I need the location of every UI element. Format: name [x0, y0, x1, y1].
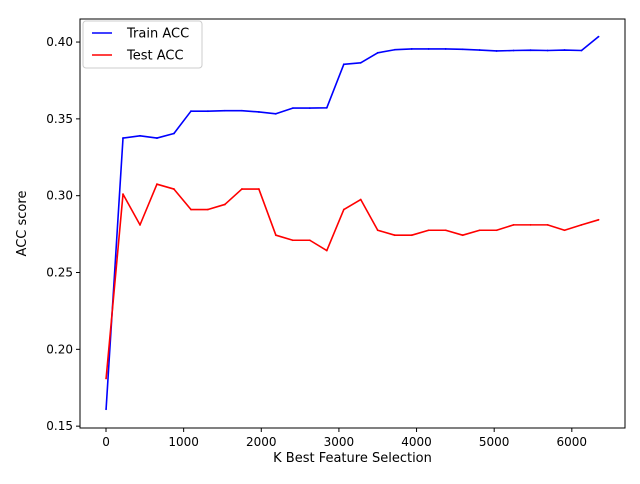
data-point-test-acc	[563, 229, 566, 232]
legend: Train ACC Test ACC	[82, 20, 203, 69]
data-point-train-acc	[461, 48, 464, 51]
x-tick-label: 4000	[401, 435, 432, 449]
data-point-test-acc	[156, 183, 158, 186]
data-point-test-acc	[546, 223, 549, 226]
x-axis-label: K Best Feature Selection	[273, 451, 432, 466]
data-point-test-acc	[240, 188, 243, 190]
x-tick-label: 5000	[479, 435, 510, 449]
data-point-train-acc	[240, 109, 243, 112]
data-point-test-acc	[597, 218, 600, 221]
axes-frame	[79, 18, 626, 429]
data-point-test-acc	[376, 229, 379, 232]
y-tick-label: 0.40	[46, 35, 73, 49]
legend-label-train-acc: Train ACC	[126, 27, 189, 42]
data-point-train-acc	[291, 107, 294, 110]
x-tick-label: 2000	[246, 435, 277, 449]
data-point-test-acc	[410, 234, 413, 237]
plot-area	[105, 35, 600, 411]
y-tick-label: 0.15	[46, 419, 73, 433]
y-tick-label: 0.20	[46, 342, 73, 356]
data-point-train-acc	[478, 49, 481, 51]
y-axis-label: ACC score	[15, 191, 30, 257]
data-point-train-acc	[342, 63, 345, 66]
data-point-train-acc	[156, 137, 158, 139]
data-point-test-acc	[444, 229, 447, 232]
data-point-train-acc	[173, 132, 175, 135]
data-point-train-acc	[597, 35, 600, 38]
data-point-train-acc	[105, 408, 107, 411]
data-point-train-acc	[207, 110, 209, 113]
data-point-test-acc	[512, 223, 515, 226]
data-point-train-acc	[393, 48, 396, 51]
data-point-test-acc	[342, 208, 345, 211]
data-point-train-acc	[529, 49, 532, 52]
series-line-train-acc	[105, 36, 600, 410]
data-point-train-acc	[444, 48, 447, 50]
y-tick-label: 0.25	[46, 266, 73, 280]
x-tick-label: 3000	[324, 435, 355, 449]
data-point-train-acc	[563, 49, 566, 51]
y-axis: 0.15 0.20 0.25 0.30 0.35 0.40	[46, 35, 80, 433]
data-point-train-acc	[223, 109, 226, 112]
data-point-test-acc	[122, 193, 124, 196]
data-point-test-acc	[325, 249, 328, 252]
data-point-test-acc	[495, 229, 498, 232]
data-point-test-acc	[257, 188, 260, 190]
legend-label-test-acc: Test ACC	[126, 49, 184, 64]
data-point-test-acc	[190, 208, 192, 211]
data-point-train-acc	[308, 107, 311, 110]
data-point-test-acc	[478, 229, 481, 232]
data-point-train-acc	[274, 112, 277, 115]
data-point-test-acc	[207, 208, 209, 211]
data-point-train-acc	[580, 49, 583, 52]
legend-box	[82, 20, 203, 69]
data-point-train-acc	[325, 106, 328, 109]
data-point-test-acc	[291, 239, 294, 242]
x-tick-label: 6000	[557, 435, 588, 449]
data-point-test-acc	[393, 234, 396, 237]
data-point-train-acc	[427, 48, 430, 50]
data-point-test-acc	[427, 229, 430, 232]
y-tick-label: 0.30	[46, 189, 73, 203]
x-tick-label: 1000	[168, 435, 199, 449]
data-point-train-acc	[512, 49, 515, 52]
data-point-train-acc	[376, 51, 379, 54]
data-point-test-acc	[308, 239, 311, 242]
data-point-train-acc	[359, 61, 362, 64]
data-point-train-acc	[257, 111, 260, 113]
data-point-train-acc	[495, 50, 498, 52]
data-point-test-acc	[580, 223, 583, 226]
data-point-train-acc	[410, 48, 413, 50]
data-point-train-acc	[190, 110, 192, 113]
data-point-train-acc	[546, 49, 549, 52]
x-tick-label: 0	[102, 435, 110, 449]
x-axis: 0 1000 2000 3000 4000 5000 6000	[102, 428, 587, 449]
data-point-test-acc	[359, 198, 362, 201]
data-point-train-acc	[139, 134, 141, 137]
data-point-test-acc	[461, 234, 464, 237]
data-point-train-acc	[122, 137, 124, 139]
data-point-test-acc	[223, 203, 226, 206]
series-line-test-acc	[105, 183, 599, 379]
data-point-test-acc	[173, 188, 175, 190]
data-point-test-acc	[139, 223, 141, 226]
data-point-test-acc	[105, 377, 107, 380]
y-tick-label: 0.35	[46, 112, 73, 126]
data-point-test-acc	[529, 223, 532, 226]
data-point-test-acc	[274, 234, 277, 237]
